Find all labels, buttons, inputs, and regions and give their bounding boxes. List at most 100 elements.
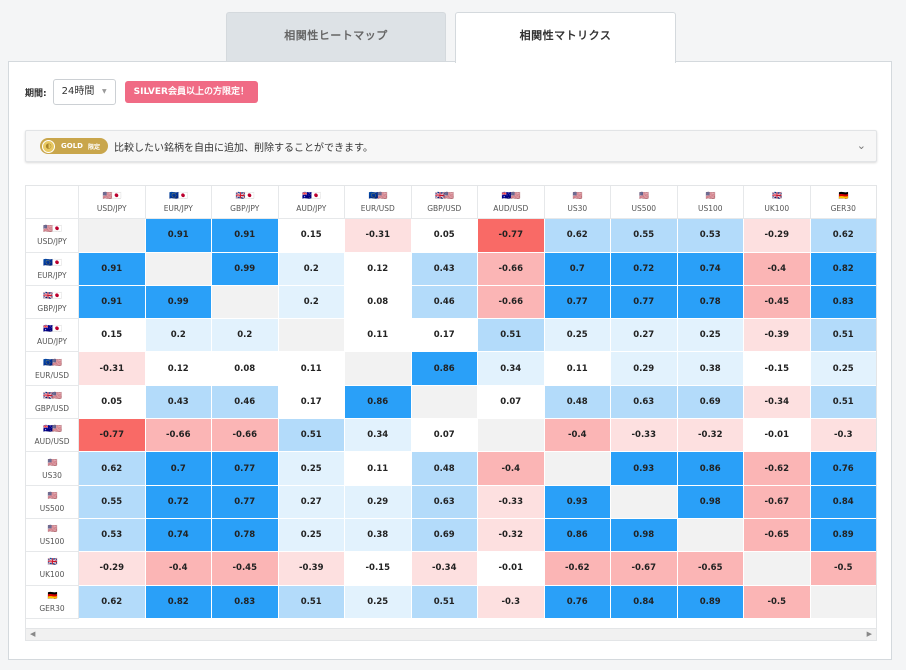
correlation-cell: 0.99: [212, 252, 279, 286]
correlation-cell: 0.7: [145, 452, 212, 486]
correlation-cell: 0.34: [478, 352, 545, 386]
symbol-label: GBP/USD: [427, 204, 462, 214]
row-header-eurusd: 🇪🇺🇺🇸 EUR/USD: [26, 352, 79, 386]
gold-badge-sub: 限定: [87, 143, 100, 151]
symbol-label: UK100: [764, 204, 790, 214]
correlation-cell: -0.77: [478, 219, 545, 253]
matrix-grid: 🇺🇸🇯🇵 USD/JPY 🇪🇺🇯🇵 EUR/JPY 🇬🇧🇯🇵 GBP/JPY 🇦🇺🇯🇵 AUD…: [26, 186, 876, 619]
correlation-cell: 0.84: [611, 585, 678, 619]
gold-coin-icon: ◐: [42, 139, 55, 153]
correlation-cell: 0.82: [145, 585, 212, 619]
correlation-cell: 0.15: [278, 219, 345, 253]
correlation-cell: -0.3: [810, 419, 876, 453]
correlation-cell: 0.43: [411, 252, 478, 286]
correlation-cell: 0.51: [810, 319, 876, 353]
correlation-cell: 0.55: [79, 485, 146, 519]
correlation-cell: 0.53: [677, 219, 744, 253]
correlation-cell: -0.5: [744, 585, 811, 619]
correlation-cell: -0.67: [611, 552, 678, 586]
correlation-cell: 0.78: [677, 285, 744, 320]
tab-correlation-matrix[interactable]: 相関性マトリクス: [455, 12, 676, 63]
row-header-eurjpy: 🇪🇺🇯🇵 EUR/JPY: [26, 252, 79, 286]
correlation-cell: 0.11: [345, 452, 412, 486]
correlation-cell: 0.48: [544, 385, 611, 420]
correlation-cell: 0.12: [345, 252, 412, 286]
symbol-label: GBP/USD: [34, 403, 70, 413]
correlation-cell: -0.45: [744, 285, 811, 320]
matrix-panel: 期間: 24時間 ▼ SILVER会員以上の方限定！ ◐ GOLD 限定 比較し…: [8, 61, 892, 660]
flag-icon: 🇬🇧: [47, 557, 58, 567]
flag-icon: 🇺🇸: [47, 524, 58, 534]
correlation-cell: 0.25: [278, 452, 345, 486]
symbol-label: AUD/USD: [34, 437, 70, 447]
correlation-cell: 0.63: [411, 485, 478, 519]
column-header-audjpy: 🇦🇺🇯🇵 AUD/JPY: [278, 186, 345, 220]
flag-icon: 🇦🇺🇺🇸: [501, 191, 521, 201]
period-select[interactable]: 24時間 ▼: [52, 79, 116, 105]
diagonal-cell: [79, 219, 146, 253]
correlation-cell: 0.91: [79, 285, 146, 320]
correlation-cell: 0.55: [611, 219, 678, 253]
gold-feature-bar[interactable]: ◐ GOLD 限定 比較したい銘柄を自由に追加、削除することができます。 ⌄: [25, 130, 877, 162]
correlation-cell: 0.34: [345, 419, 412, 453]
correlation-cell: 0.17: [278, 385, 345, 420]
row-header-gbpusd: 🇬🇧🇺🇸 GBP/USD: [26, 385, 79, 420]
correlation-cell: 0.89: [677, 585, 744, 619]
correlation-cell: 0.62: [544, 219, 611, 253]
symbol-label: US100: [39, 537, 65, 547]
correlation-cell: -0.5: [810, 552, 876, 586]
row-header-usdjpy: 🇺🇸🇯🇵 USD/JPY: [26, 219, 79, 253]
row-header-us30: 🇺🇸 US30: [26, 452, 79, 486]
chevron-down-icon[interactable]: ⌄: [856, 139, 866, 152]
correlation-cell: 0.86: [544, 518, 611, 553]
scroll-right-icon[interactable]: ▶: [866, 630, 872, 638]
flag-icon: 🇪🇺🇺🇸: [368, 191, 388, 201]
correlation-cell: 0.99: [145, 285, 212, 320]
correlation-cell: 0.25: [810, 352, 876, 386]
correlation-cell: 0.86: [345, 385, 412, 420]
column-header-us100: 🇺🇸 US100: [677, 186, 744, 220]
diagonal-cell: [611, 485, 678, 519]
symbol-label: US30: [42, 470, 62, 480]
symbol-label: GBP/JPY: [37, 304, 67, 314]
correlation-cell: 0.38: [677, 352, 744, 386]
flag-icon: 🇦🇺🇯🇵: [43, 324, 62, 334]
correlation-cell: 0.05: [79, 385, 146, 420]
horizontal-scrollbar[interactable]: ◀ ▶: [26, 628, 876, 640]
correlation-cell: 0.91: [212, 219, 279, 253]
chevron-down-icon: ▼: [101, 88, 107, 95]
correlation-cell: 0.05: [411, 219, 478, 253]
flag-icon: 🇬🇧🇺🇸: [435, 191, 454, 201]
correlation-cell: 0.07: [411, 419, 478, 453]
flag-icon: 🇬🇧🇺🇸: [43, 390, 62, 400]
correlation-cell: -0.34: [411, 552, 478, 586]
diagonal-cell: [278, 319, 345, 353]
correlation-cell: 0.72: [611, 252, 678, 286]
symbol-label: EUR/JPY: [163, 204, 193, 214]
correlation-cell: 0.74: [145, 518, 212, 553]
flag-icon: 🇺🇸: [572, 191, 583, 201]
column-header-us30: 🇺🇸 US30: [544, 186, 611, 220]
flag-icon: 🇺🇸: [47, 490, 58, 500]
correlation-cell: 0.93: [544, 485, 611, 519]
correlation-cell: -0.34: [744, 385, 811, 420]
flag-icon: 🇺🇸: [639, 191, 649, 201]
correlation-cell: -0.31: [79, 352, 146, 386]
period-select-value: 24時間: [61, 86, 95, 97]
scroll-left-icon[interactable]: ◀: [30, 630, 36, 638]
column-header-ger30: 🇩🇪 GER30: [810, 186, 876, 220]
row-header-audusd: 🇦🇺🇺🇸 AUD/USD: [26, 419, 79, 453]
correlation-cell: 0.77: [212, 485, 279, 519]
correlation-cell: 0.53: [79, 518, 146, 553]
correlation-cell: -0.4: [478, 452, 545, 486]
symbol-label: US30: [567, 204, 588, 214]
column-header-eurusd: 🇪🇺🇺🇸 EUR/USD: [345, 186, 412, 220]
diagonal-cell: [411, 385, 478, 420]
correlation-cell: 0.76: [810, 452, 876, 486]
tab-correlation-heatmap[interactable]: 相関性ヒートマップ: [226, 12, 446, 62]
correlation-cell: 0.46: [212, 385, 279, 420]
correlation-cell: 0.29: [611, 352, 678, 386]
correlation-cell: 0.62: [810, 219, 876, 253]
correlation-cell: 0.98: [677, 485, 744, 519]
correlation-cell: 0.76: [544, 585, 611, 619]
